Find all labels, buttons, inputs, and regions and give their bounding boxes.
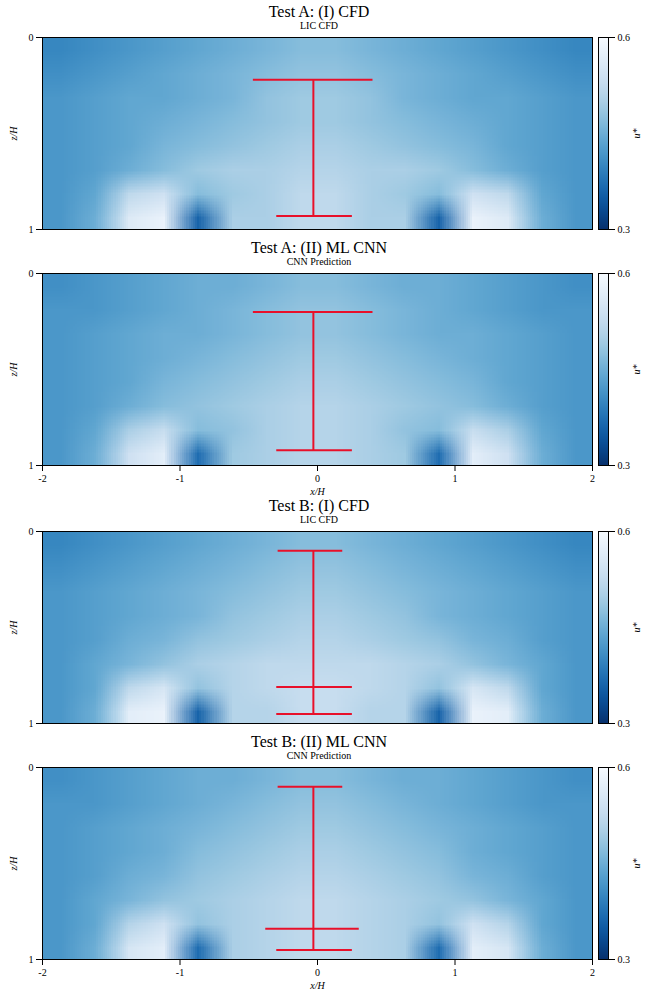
svg-text:u*: u*: [631, 623, 642, 633]
svg-text:0.3: 0.3: [618, 954, 631, 965]
svg-text:x/H: x/H: [309, 486, 325, 497]
svg-text:0.6: 0.6: [618, 762, 631, 773]
svg-text:x/H: x/H: [309, 980, 325, 991]
svg-text:0.6: 0.6: [618, 32, 631, 43]
svg-text:u*: u*: [631, 129, 642, 139]
svg-text:-2: -2: [38, 473, 46, 484]
svg-text:u*: u*: [631, 365, 642, 375]
svg-text:0: 0: [315, 473, 320, 484]
svg-text:-2: -2: [38, 967, 46, 978]
svg-text:0: 0: [29, 32, 34, 43]
svg-text:1: 1: [29, 954, 34, 965]
html-text:Test A: (I) CFD: Test A: (I) CFD: [268, 3, 370, 20]
html-text:CNN Prediction: CNN Prediction: [286, 750, 352, 761]
svg-text:0.3: 0.3: [618, 460, 631, 471]
html-text:Test B: (II) ML CNN: Test B: (II) ML CNN: [251, 733, 387, 750]
svg-text:-1: -1: [176, 967, 184, 978]
svg-text:1: 1: [29, 224, 34, 235]
svg-text:0.3: 0.3: [618, 718, 631, 729]
svg-text:1: 1: [29, 460, 34, 471]
svg-text:0.6: 0.6: [618, 268, 631, 279]
svg-text:z/H: z/H: [8, 362, 19, 378]
svg-text:2: 2: [590, 473, 595, 484]
svg-text:0: 0: [29, 762, 34, 773]
html-text:LIC CFD: LIC CFD: [300, 514, 338, 525]
html-text:LIC CFD: LIC CFD: [300, 20, 338, 31]
svg-text:u*: u*: [631, 859, 642, 869]
svg-text:-1: -1: [176, 473, 184, 484]
svg-text:0.6: 0.6: [618, 526, 631, 537]
svg-text:0: 0: [29, 526, 34, 537]
svg-text:0.3: 0.3: [618, 224, 631, 235]
html-text:CNN Prediction: CNN Prediction: [286, 256, 352, 267]
svg-text:1: 1: [453, 473, 458, 484]
svg-text:z/H: z/H: [8, 620, 19, 636]
svg-text:0: 0: [29, 268, 34, 279]
html-text:Test B: (I) CFD: Test B: (I) CFD: [268, 497, 370, 514]
svg-text:z/H: z/H: [8, 126, 19, 142]
svg-text:2: 2: [590, 967, 595, 978]
svg-text:z/H: z/H: [8, 856, 19, 872]
html-text:Test A: (II) ML CNN: Test A: (II) ML CNN: [251, 239, 387, 256]
svg-text:1: 1: [453, 967, 458, 978]
svg-text:1: 1: [29, 718, 34, 729]
svg-text:0: 0: [315, 967, 320, 978]
